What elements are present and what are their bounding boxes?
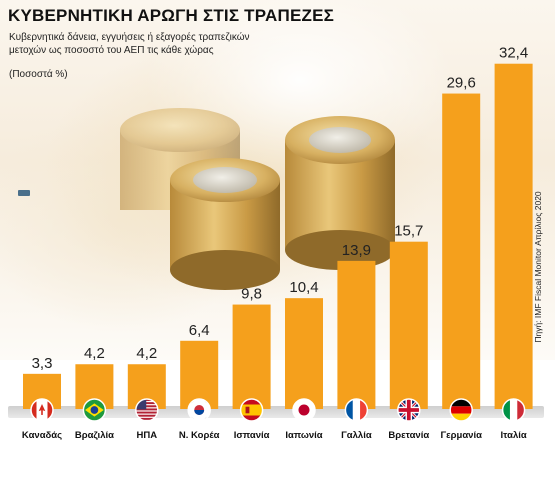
category-label: Ιαπωνία — [285, 430, 322, 441]
germany-flag-icon — [449, 398, 473, 422]
category-label: Ισπανία — [234, 430, 270, 441]
bar-8 — [389, 241, 428, 409]
category-label: ΗΠΑ — [137, 430, 158, 441]
chart-title: ΚΥΒΕΡΝΗΤΙΚΗ ΑΡΩΓΗ ΣΤΙΣ ΤΡΑΠΕΖΕΣ — [8, 6, 335, 25]
bar-value-label: 32,4 — [499, 45, 528, 62]
bar-value-label: 4,2 — [84, 345, 105, 362]
category-label: Βρετανία — [388, 430, 429, 441]
category-label: Βραζιλία — [75, 430, 114, 441]
category-label: Ν. Κορέα — [179, 430, 220, 441]
france-flag-icon — [344, 398, 369, 422]
bar-value-label: 15,7 — [394, 223, 423, 240]
italy-flag-icon — [501, 398, 526, 422]
category-label: Γερμανία — [440, 430, 482, 441]
decorative-mark — [18, 190, 30, 196]
usa-flag-icon — [135, 398, 159, 422]
bar-5 — [232, 304, 271, 409]
bar-6 — [285, 298, 323, 409]
uk-flag-icon — [397, 398, 421, 422]
bar-value-label: 29,6 — [447, 75, 476, 92]
category-label: Καναδάς — [22, 430, 62, 441]
chart-subtitle: Κυβερνητικά δάνεια, εγγυήσεις ή εξαγορές… — [9, 32, 250, 56]
spain-flag-icon — [239, 398, 264, 422]
category-label: Ιταλία — [500, 430, 526, 441]
south-korea-flag-icon — [187, 398, 211, 422]
japan-flag-icon — [292, 398, 316, 422]
canada-flag-icon — [30, 398, 54, 422]
category-label: Γαλλία — [341, 430, 372, 441]
bar-9 — [442, 93, 481, 409]
bar-10 — [494, 63, 533, 410]
bar-value-label: 10,4 — [289, 279, 318, 296]
bar-value-label: 3,3 — [32, 355, 53, 372]
bar-value-label: 9,8 — [241, 286, 262, 303]
brazil-flag-icon — [82, 398, 107, 422]
coin-stacks-illustration — [120, 108, 395, 290]
bar-value-label: 6,4 — [189, 322, 210, 339]
bar-value-label: 13,9 — [342, 242, 371, 259]
bar-value-label: 4,2 — [136, 345, 157, 362]
bar-4 — [180, 340, 219, 409]
bar-7 — [337, 260, 376, 409]
unit-note: (Ποσοστά %) — [9, 69, 68, 80]
